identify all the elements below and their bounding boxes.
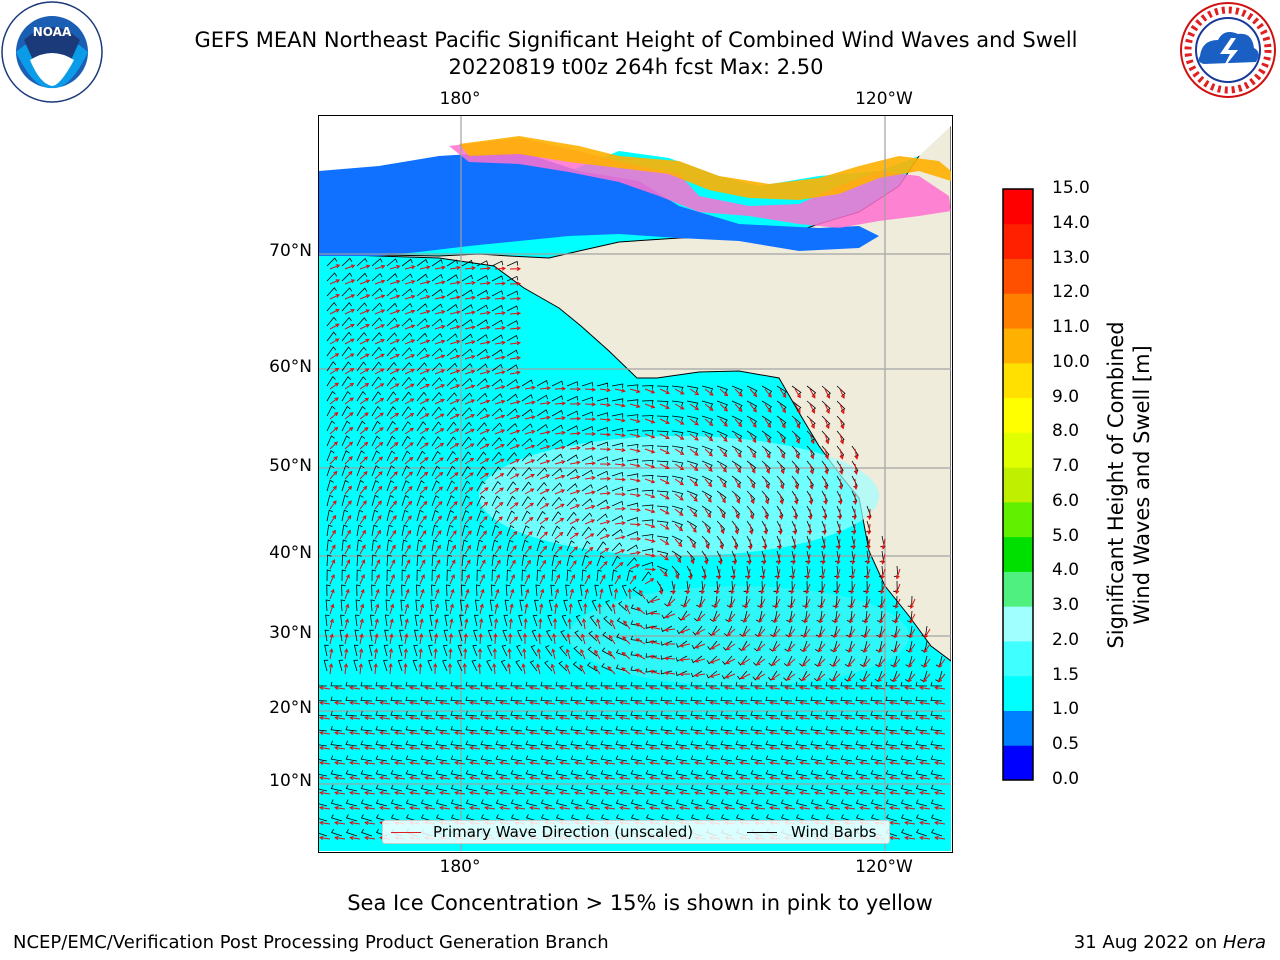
colorbar-segment <box>1003 536 1033 572</box>
wind-barb-legend-label: Wind Barbs <box>791 823 877 841</box>
colorbar-segment <box>1003 293 1033 329</box>
chart-title: GEFS MEAN Northeast Pacific Significant … <box>194 28 1078 52</box>
wave-direction-legend-label: Primary Wave Direction (unscaled) <box>433 823 694 841</box>
colorbar-segment <box>1003 362 1033 399</box>
colorbar-segment <box>1003 223 1033 260</box>
colorbar-tick-label: 2.0 <box>1052 629 1080 650</box>
colorbar-tick-label: 6.0 <box>1052 490 1080 511</box>
colorbar-tick-label: 10.0 <box>1052 351 1090 372</box>
colorbar <box>1002 188 1034 781</box>
lon-label-120w-bottom: 120°W <box>855 857 913 877</box>
colorbar-segment <box>1003 258 1033 294</box>
colorbar-tick-label: 4.0 <box>1052 560 1080 581</box>
lat-label-50n: 50°N <box>269 456 312 476</box>
lat-label-60n: 60°N <box>269 357 312 377</box>
colorbar-segment <box>1003 432 1033 468</box>
map-canvas <box>319 116 951 851</box>
colorbar-segment <box>1003 397 1033 433</box>
lon-label-180-top: 180° <box>439 89 481 109</box>
colorbar-tick-label: 0.0 <box>1052 769 1080 789</box>
colorbar-segment <box>1003 501 1033 538</box>
noaa-logo: NOAA <box>1 1 103 103</box>
colorbar-tick-label: 11.0 <box>1052 317 1090 338</box>
colorbar-tick-label: 14.0 <box>1052 212 1090 233</box>
map-frame <box>318 115 953 853</box>
colorbar-segment <box>1003 189 1033 225</box>
colorbar-tick-label: 3.0 <box>1052 595 1080 616</box>
colorbar-title-line2: Wind Waves and Swell [m] <box>1130 345 1154 625</box>
chart-subtitle: 20220819 t00z 264h fcst Max: 2.50 <box>448 55 824 79</box>
colorbar-tick-label: 1.5 <box>1052 664 1080 685</box>
footer-date-text: 31 Aug 2022 on <box>1073 932 1223 953</box>
footer-date: 31 Aug 2022 on Hera <box>1074 932 1266 953</box>
colorbar-segment <box>1003 640 1033 677</box>
swell-region <box>479 436 879 556</box>
colorbar-segment <box>1003 606 1033 642</box>
colorbar-segment <box>1003 745 1033 781</box>
lon-label-120w-top: 120°W <box>855 89 913 109</box>
lat-label-10n: 10°N <box>269 771 312 791</box>
colorbar-tick-label: 1.0 <box>1052 699 1080 720</box>
footer-host: Hera <box>1222 932 1266 953</box>
wind-barb-legend-line <box>747 832 777 833</box>
colorbar-tick-label: 0.5 <box>1052 734 1080 755</box>
nws-logo <box>1180 2 1276 98</box>
colorbar-tick-label: 12.0 <box>1052 282 1090 303</box>
lat-label-40n: 40°N <box>269 543 312 563</box>
svg-text:NOAA: NOAA <box>33 25 72 39</box>
colorbar-segment <box>1003 571 1033 607</box>
lat-label-20n: 20°N <box>269 698 312 718</box>
colorbar-segment <box>1003 328 1033 364</box>
sea-ice-note: Sea Ice Concentration > 15% is shown in … <box>347 891 933 915</box>
colorbar-tick-label: 7.0 <box>1052 456 1080 477</box>
colorbar-tick-label: 5.0 <box>1052 525 1080 546</box>
colorbar-tick-label: 8.0 <box>1052 421 1080 442</box>
arctic-wave-band <box>319 151 879 256</box>
colorbar-tick-label: 15.0 <box>1052 178 1090 198</box>
colorbar-segment <box>1003 675 1033 711</box>
footer-branch: NCEP/EMC/Verification Post Processing Pr… <box>13 932 609 953</box>
colorbar-tick-label: 9.0 <box>1052 386 1080 407</box>
colorbar-title: Significant Height of Combined Wind Wave… <box>1103 321 1155 648</box>
map-legend: Primary Wave Direction (unscaled) Wind B… <box>382 820 890 844</box>
lat-label-70n: 70°N <box>269 241 312 261</box>
colorbar-segment <box>1003 467 1033 503</box>
colorbar-title-line1: Significant Height of Combined <box>1104 321 1128 649</box>
wave-direction-legend-line <box>391 832 421 833</box>
colorbar-segment <box>1003 710 1033 746</box>
sea-ice-edge <box>459 136 951 200</box>
lon-label-180-bottom: 180° <box>439 857 481 877</box>
colorbar-tick-label: 13.0 <box>1052 247 1090 268</box>
lat-label-30n: 30°N <box>269 623 312 643</box>
